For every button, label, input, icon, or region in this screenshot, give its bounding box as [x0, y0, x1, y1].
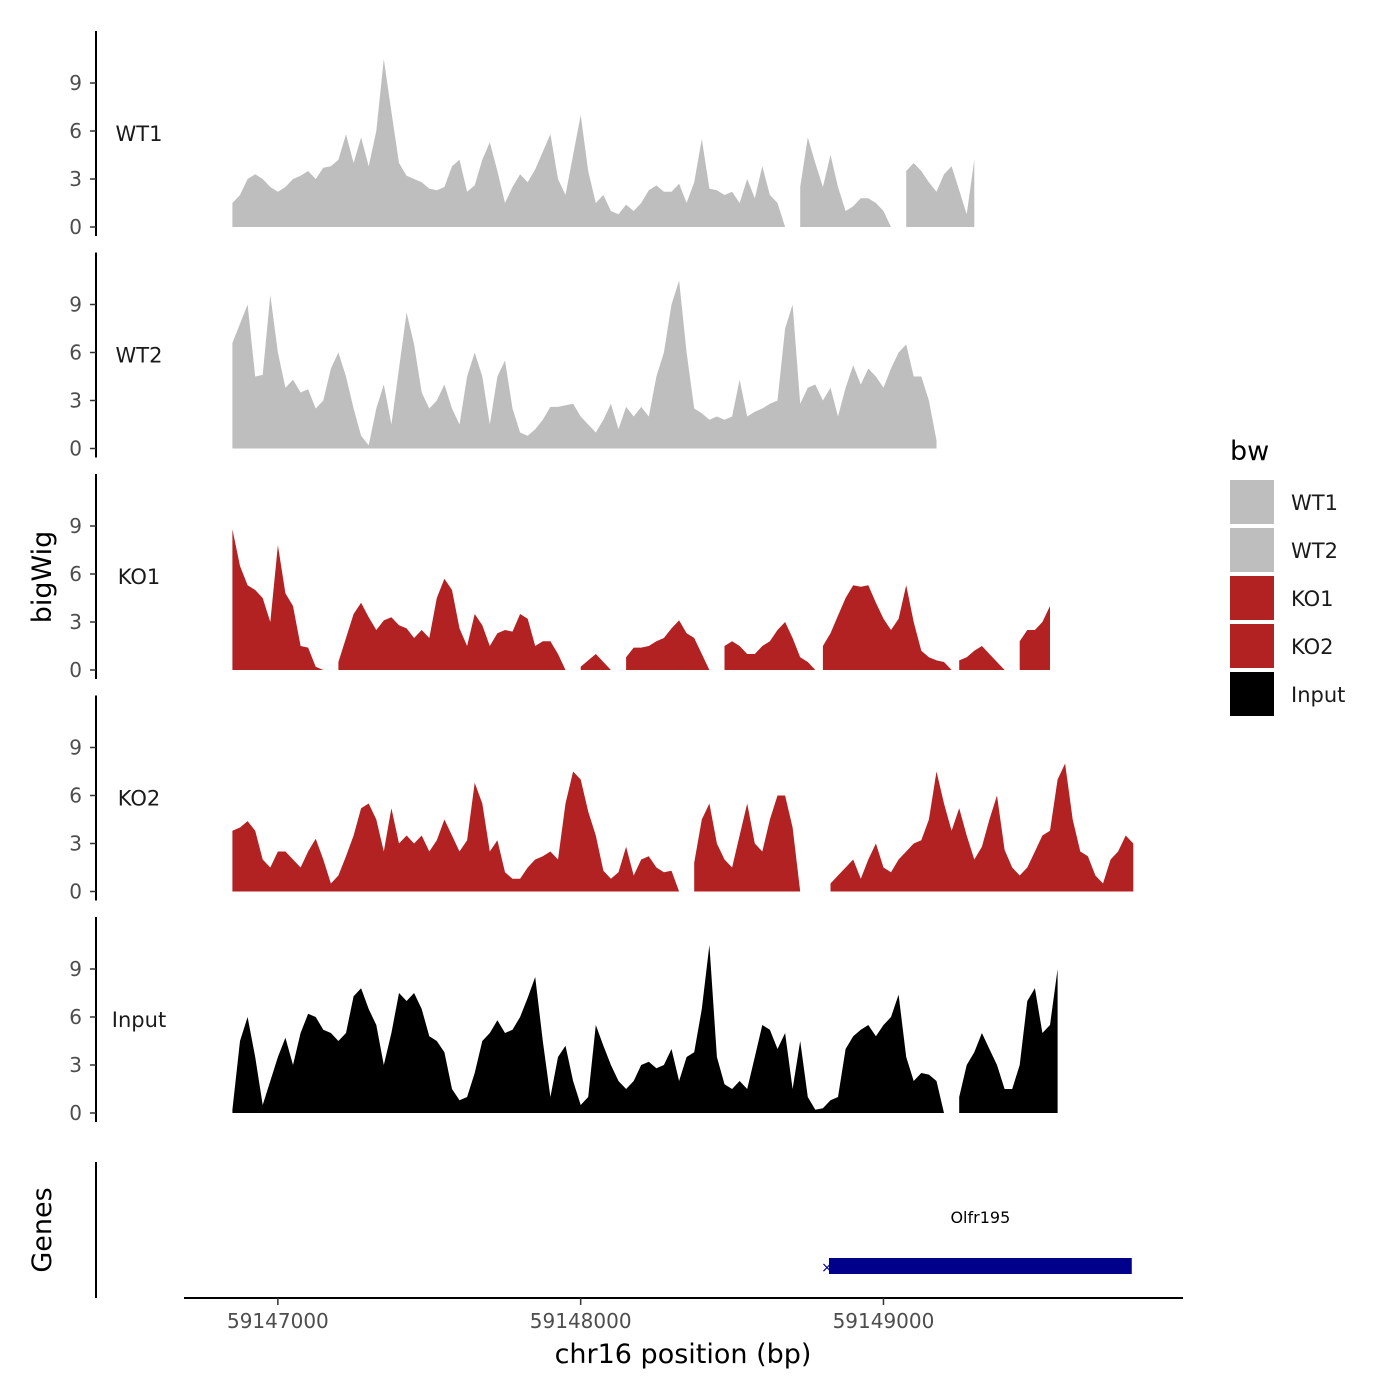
- strand-mark-icon: ×: [821, 1260, 833, 1276]
- track-input: 0 3 6 9 Input: [69, 917, 1058, 1125]
- y-tick-label: 9: [69, 514, 82, 538]
- y-tick-label: 9: [69, 71, 82, 95]
- y-tick-label: 3: [69, 832, 82, 856]
- genes-track: Genes × Olfr195: [27, 1162, 1132, 1298]
- y-tick-label: 3: [69, 167, 82, 191]
- y-tick-label: 0: [69, 1101, 82, 1125]
- legend-item-input: Input: [1230, 672, 1345, 716]
- legend-swatch: [1230, 672, 1274, 716]
- y-tick-label: 9: [69, 736, 82, 760]
- y-axis-title: bigWig: [27, 531, 58, 624]
- coverage-area-wt2: [232, 280, 937, 449]
- y-tick-label: 3: [69, 1053, 82, 1077]
- coverage-area-ko2: [232, 763, 1134, 892]
- y-tick-label: 6: [69, 119, 82, 143]
- x-tick-label: 59148000: [530, 1309, 632, 1333]
- legend-label: KO2: [1291, 635, 1334, 659]
- y-tick-label: 3: [69, 610, 82, 634]
- x-axis: 59147000 59148000 59149000 chr16 position …: [184, 1297, 1183, 1370]
- track-label-wt2: WT2: [116, 344, 163, 368]
- y-tick-label: 6: [69, 784, 82, 808]
- track-label-ko2: KO2: [118, 787, 161, 811]
- y-tick-label: 0: [69, 880, 82, 904]
- legend-swatch: [1230, 576, 1274, 620]
- track-label-input: Input: [112, 1008, 166, 1032]
- y-tick-label: 9: [69, 957, 82, 981]
- y-tick-label: 6: [69, 562, 82, 586]
- x-tick-label: 59149000: [833, 1309, 935, 1333]
- coverage-area-ko1: [232, 529, 1050, 670]
- gene-body: [828, 1258, 1132, 1274]
- coverage-panels: 0 3 6 9 WT1 0 3 6 9 WT2 0 3 6 9 KO1 0 3 6 9 KO2 0 3 6 9 Input: [69, 31, 1134, 1125]
- legend: bw WT1 WT2 KO1 KO2 Input: [1230, 436, 1345, 716]
- legend-item-ko2: KO2: [1230, 624, 1334, 668]
- gene-olfr195: × Olfr195: [821, 1208, 1132, 1276]
- y-tick-label: 6: [69, 1005, 82, 1029]
- track-wt1: 0 3 6 9 WT1: [69, 31, 975, 239]
- coverage-area-input: [232, 945, 1058, 1113]
- y-tick-label: 9: [69, 293, 82, 317]
- legend-item-wt1: WT1: [1230, 480, 1338, 524]
- legend-swatch: [1230, 528, 1274, 572]
- track-wt2: 0 3 6 9 WT2: [69, 252, 937, 461]
- legend-item-ko1: KO1: [1230, 576, 1334, 620]
- genes-track-label: Genes: [27, 1187, 58, 1272]
- y-tick-label: 6: [69, 341, 82, 365]
- x-tick-label: 59147000: [227, 1309, 329, 1333]
- coverage-area-wt1: [232, 59, 975, 227]
- legend-title: bw: [1230, 436, 1269, 467]
- legend-label: KO1: [1291, 587, 1334, 611]
- y-tick-label: 0: [69, 437, 82, 461]
- legend-label: WT2: [1291, 539, 1338, 563]
- legend-swatch: [1230, 480, 1274, 524]
- legend-swatch: [1230, 624, 1274, 668]
- track-ko2: 0 3 6 9 KO2: [69, 695, 1134, 904]
- track-ko1: 0 3 6 9 KO1: [69, 474, 1050, 682]
- y-tick-label: 3: [69, 389, 82, 413]
- x-axis-title: chr16 position (bp): [555, 1339, 812, 1370]
- y-tick-label: 0: [69, 215, 82, 239]
- track-label-ko1: KO1: [118, 565, 161, 589]
- legend-label: WT1: [1291, 491, 1338, 515]
- gene-label: Olfr195: [950, 1208, 1010, 1227]
- legend-item-wt2: WT2: [1230, 528, 1338, 572]
- y-tick-label: 0: [69, 658, 82, 682]
- legend-label: Input: [1291, 683, 1345, 707]
- track-label-wt1: WT1: [116, 122, 163, 146]
